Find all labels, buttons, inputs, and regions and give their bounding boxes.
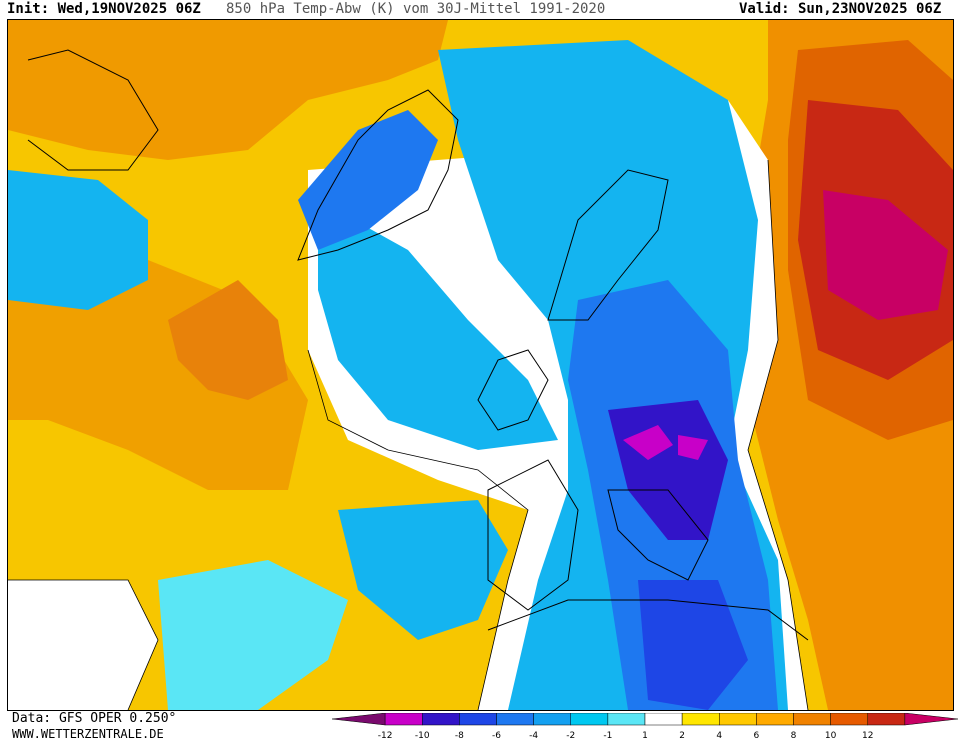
colorbar-swatch — [496, 713, 534, 726]
colorbar-swatch — [533, 713, 571, 726]
colorbar-label: -6 — [492, 731, 501, 741]
colorbar-swatch — [332, 713, 386, 726]
map-title: 850 hPa Temp-Abw (K) vom 30J-Mittel 1991… — [226, 1, 606, 17]
colorbar-swatch — [681, 713, 720, 726]
anomaly-map — [7, 19, 954, 711]
colorbar-swatch — [570, 713, 609, 726]
colorbar-swatch — [793, 713, 831, 726]
colorbar-label: -4 — [529, 731, 538, 741]
cold-anomaly-africa — [638, 580, 748, 710]
neutral-south-west — [8, 580, 158, 710]
warm-anomaly-russia-max — [823, 190, 948, 320]
coastlines — [27, 49, 809, 641]
website-label: WWW.WETTERZENTRALE.DE — [12, 727, 164, 741]
colorbar-swatch — [867, 713, 906, 726]
colorbar-swatch — [459, 713, 497, 726]
colorbar-swatch — [756, 713, 794, 726]
colorbar-label: -10 — [415, 731, 430, 741]
colorbar-label: -8 — [455, 731, 464, 741]
cold-anomaly-north-atlantic — [318, 200, 558, 450]
colorbar-labels: -12 -10 -8 -6 -4 -2 -1 1 2 4 6 8 10 12 — [378, 731, 874, 741]
colorbar-swatch — [644, 713, 683, 726]
colorbar-swatch — [719, 713, 757, 726]
colorbar-label: 4 — [716, 731, 722, 741]
colorbar-label: 8 — [791, 731, 797, 741]
zero-contours — [8, 159, 809, 710]
colorbar-label: -2 — [566, 731, 575, 741]
warm-anomaly-arctic-canada — [8, 20, 448, 160]
init-time: Init: Wed,19NOV2025 06Z — [7, 1, 201, 17]
anomaly-map-canvas — [8, 20, 953, 710]
colorbar-swatch — [422, 713, 460, 726]
warm-anomaly-mid-atlantic — [168, 280, 288, 400]
cold-anomaly-greenland — [298, 110, 438, 250]
colorbar: -12 -10 -8 -6 -4 -2 -1 1 2 4 6 8 10 12 — [332, 713, 958, 741]
valid-time: Valid: Sun,23NOV2025 06Z — [739, 1, 942, 17]
colorbar-label: -12 — [378, 731, 393, 741]
colorbar-label: 10 — [825, 731, 837, 741]
colorbar-label: 12 — [862, 731, 873, 741]
colorbar-label: -1 — [603, 731, 612, 741]
colorbar-label: 1 — [642, 731, 648, 741]
colorbar-swatch — [904, 713, 958, 726]
map-header: Init: Wed,19NOV2025 06Z 850 hPa Temp-Abw… — [0, 0, 959, 19]
colorbar-swatch — [830, 713, 868, 726]
colorbar-swatch — [607, 713, 646, 726]
cold-anomaly-west-subtropics — [8, 170, 148, 310]
colorbar-label: 2 — [679, 731, 685, 741]
cold-anomaly-azores — [338, 500, 508, 640]
data-source-label: Data: GFS OPER 0.250° — [12, 711, 177, 726]
colorbar-label: 6 — [754, 731, 760, 741]
cold-anomaly-south-atlantic — [158, 560, 348, 710]
cold-anomaly-adriatic-max — [623, 425, 708, 460]
colorbar-swatch — [384, 713, 423, 726]
colorbar-swatches — [332, 713, 958, 726]
